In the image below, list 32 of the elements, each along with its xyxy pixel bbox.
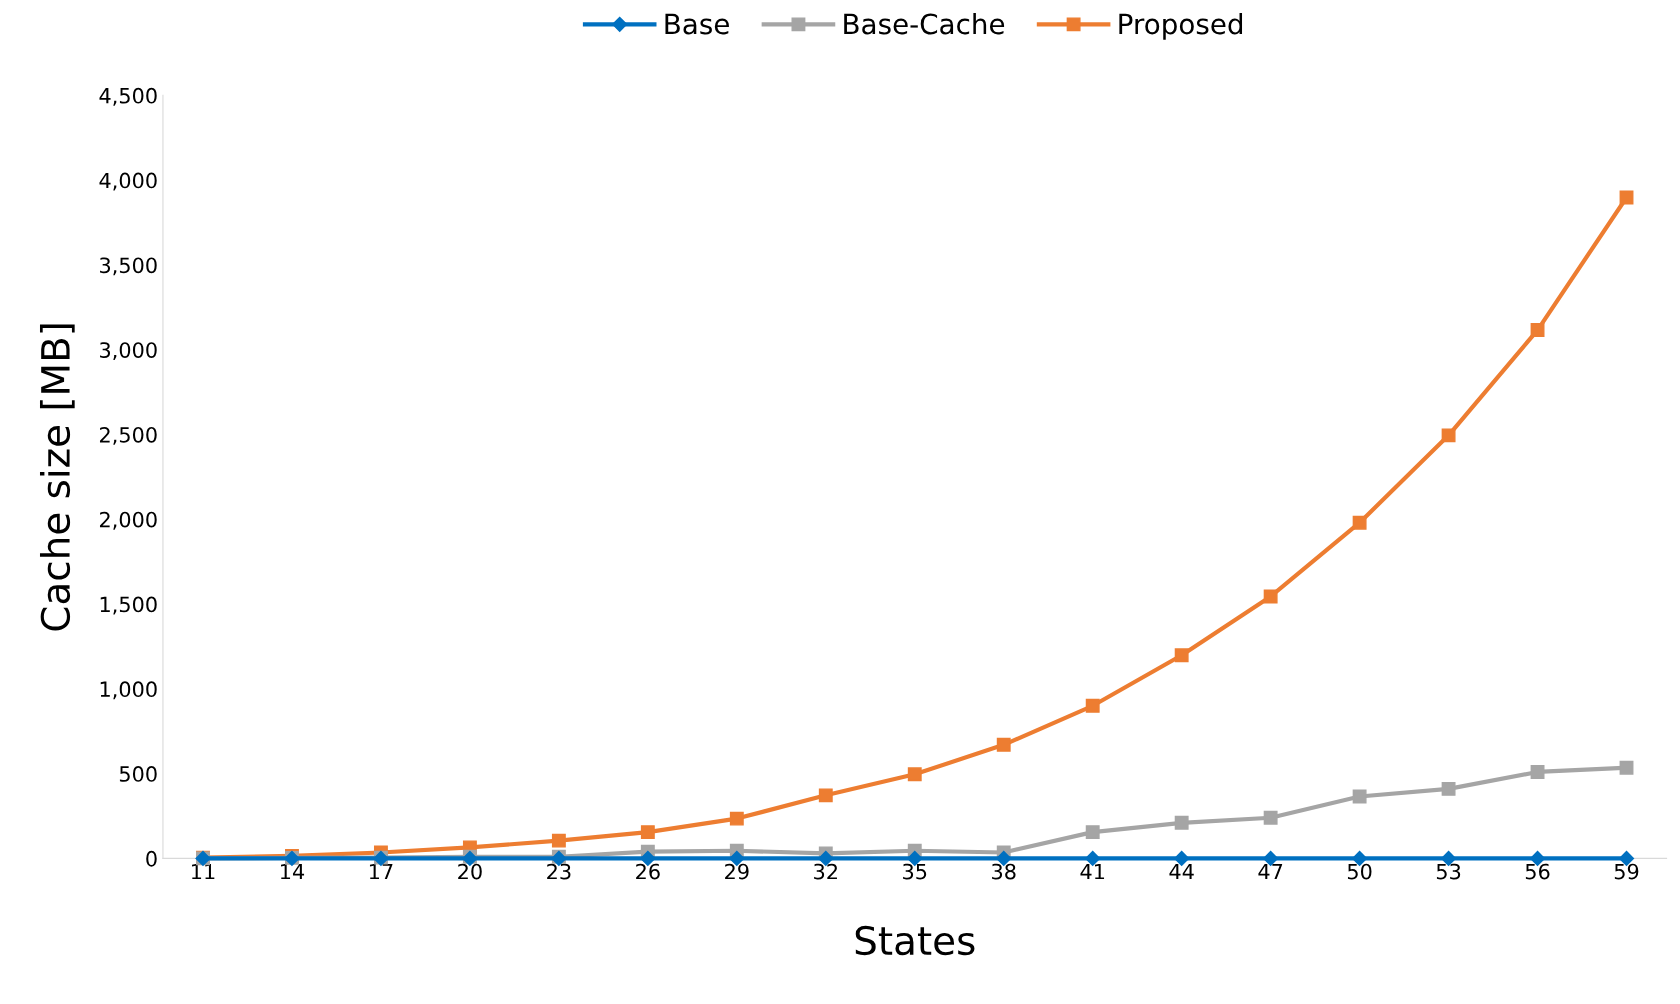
y-tick-label: 500	[119, 766, 157, 782]
y-axis-title: Cache size [MB]	[39, 324, 75, 631]
legend-label: Base	[665, 13, 729, 35]
x-tick-label: 47	[1258, 863, 1283, 880]
x-tick-label: 11	[192, 863, 215, 880]
x-axis-title: States	[855, 925, 975, 956]
y-tick-label: 1,000	[100, 681, 157, 700]
x-tick-label: 44	[1169, 863, 1194, 880]
y-tick-label: 0	[146, 850, 157, 867]
x-tick-label: 20	[458, 863, 482, 880]
legend-label: Proposed	[1119, 12, 1243, 40]
y-tick-label: 3,500	[100, 257, 157, 276]
y-tick-label: 4,000	[99, 172, 157, 191]
y-tick-label: 2,500	[99, 426, 157, 445]
x-tick-label: 50	[1347, 863, 1372, 880]
x-tick-label: 29	[725, 863, 749, 880]
y-tick-label: 3,000	[100, 342, 157, 361]
x-tick-label: 41	[1080, 863, 1105, 880]
x-tick-label: 14	[281, 863, 305, 880]
x-tick-label: 26	[636, 863, 660, 880]
x-tick-label: 32	[814, 863, 837, 880]
y-tick-label: 4,500	[99, 87, 157, 106]
y-tick-label: 1,500	[100, 596, 157, 615]
x-tick-label: 56	[1525, 863, 1550, 880]
x-tick-label: 17	[369, 863, 393, 880]
y-tick-label: 2,000	[99, 511, 157, 530]
x-tick-label: 35	[903, 863, 927, 880]
x-tick-label: 59	[1614, 863, 1639, 880]
x-tick-label: 53	[1436, 863, 1461, 880]
x-tick-label: 38	[992, 863, 1016, 880]
x-tick-label: 23	[547, 863, 571, 880]
legend-label: Base-Cache	[844, 12, 1005, 35]
